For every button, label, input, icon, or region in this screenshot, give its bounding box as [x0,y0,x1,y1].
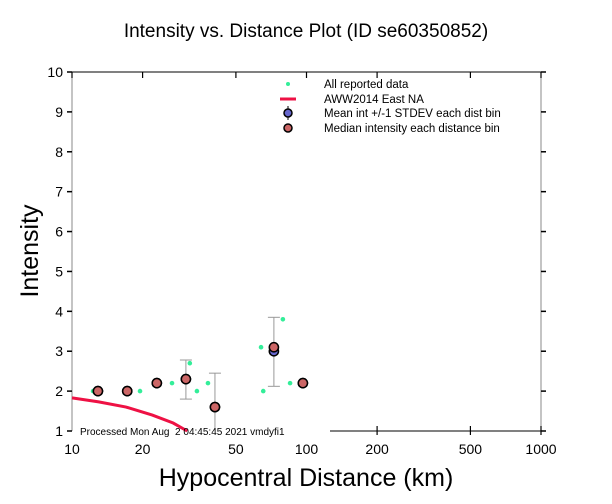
legend-label: Median intensity each distance bin [324,123,500,135]
reported-data-point [287,380,293,386]
median-point [209,401,221,413]
reported-data-point [280,317,286,322]
median-point [297,377,309,389]
legend-label: AWW2014 East NA [324,94,424,106]
median-point [268,341,280,353]
reported-data-point [258,344,264,350]
y-tick-label: 4 [55,303,63,319]
y-tick-label: 3 [55,343,63,359]
legend-label: All reported data [324,79,409,91]
x-tick-label: 1000 [525,441,556,457]
aww2014-line [71,396,188,433]
y-tick-label: 1 [55,423,63,439]
processed-annotation: Processed Mon Aug 2 04:45:45 2021 vmdyfi… [80,427,285,438]
x-tick-label: 200 [365,441,389,457]
y-tick-label: 10 [47,64,63,80]
median-point [121,385,133,397]
y-tick-label: 2 [55,383,63,399]
y-axis-label: Intensity [16,204,44,298]
plot-area [71,316,309,433]
legend-label: Mean int +/-1 STDEV each dist bin [324,108,501,120]
reported-data-point [169,380,175,386]
x-tick-label: 10 [64,441,80,457]
x-tick-label: 20 [135,441,151,457]
y-tick-label: 8 [55,144,63,160]
reported-data-point [260,388,266,394]
reported-data-point [194,388,200,394]
median-point [180,373,192,385]
y-tick-label: 6 [55,224,63,240]
reported-data-point [205,380,211,386]
y-tick-label: 9 [55,104,63,120]
x-tick-label: 500 [459,441,483,457]
legend-dot-icon [286,82,290,86]
y-tick-label: 7 [55,184,63,200]
legend: All reported data AWW2014 East NA Mean int… [280,79,501,135]
y-tick-label: 5 [55,263,63,279]
x-tick-label: 100 [295,441,319,457]
reported-data-point [137,388,143,394]
legend-median-icon [283,123,293,133]
x-axis-label: Hypocentral Distance (km) [159,464,454,492]
reported-data-point [187,360,193,366]
median-point [92,385,104,397]
legend-mean-icon [283,108,293,118]
chart-title: Intensity vs. Distance Plot (ID se603508… [124,21,488,42]
axes: 1 2 3 4 5 6 7 8 9 10 10 20 50 100 200 500 1000 [47,64,556,457]
median-point [151,377,163,389]
x-tick-label: 50 [228,441,244,457]
